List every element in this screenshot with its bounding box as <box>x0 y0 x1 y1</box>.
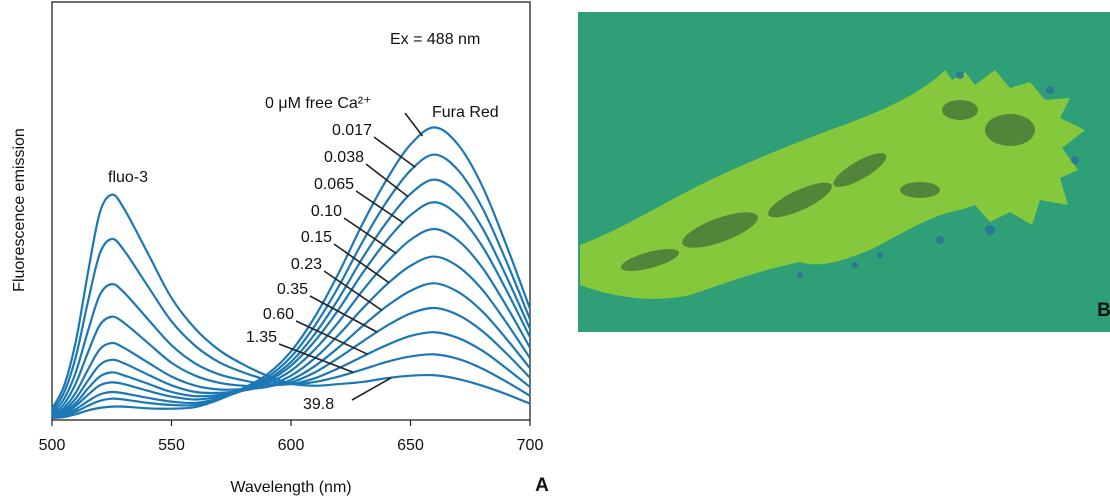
x-tick-label: 650 <box>397 437 424 454</box>
series-label: 0.038 <box>324 149 364 166</box>
leader-line <box>278 343 354 374</box>
spectrum-line <box>51 306 531 416</box>
series-label: 0.065 <box>314 176 354 193</box>
series-label: 0 μM free Ca²⁺ <box>265 95 372 112</box>
x-axis-label: Wavelength (nm) <box>230 479 351 496</box>
series-label: 0.10 <box>311 203 342 220</box>
leader-line <box>309 295 378 333</box>
leader-line <box>355 190 404 224</box>
series-label: 39.8 <box>303 396 334 413</box>
leader-line <box>351 377 392 401</box>
leader-line <box>323 270 383 311</box>
spectrum-line <box>51 237 531 412</box>
x-tick-label: 550 <box>158 437 185 454</box>
cell-photo <box>578 12 1110 332</box>
panel-label: A <box>535 475 549 496</box>
x-tick-label: 500 <box>39 437 66 454</box>
leader-line <box>404 112 424 137</box>
spectrum-line <box>51 193 531 410</box>
leader-line <box>295 320 368 355</box>
leader-line <box>373 136 416 168</box>
leader-line <box>333 243 390 284</box>
series-label: 0.15 <box>301 229 332 246</box>
cell-texture <box>620 100 1035 271</box>
series-label: 1.35 <box>246 329 277 346</box>
y-axis-label: Fluorescence emission <box>11 128 28 292</box>
excitation-label: Ex = 488 nm <box>390 31 480 48</box>
cell-edges <box>797 71 1079 278</box>
fluo3-label: fluo-3 <box>108 169 148 186</box>
spectrum-line <box>51 283 531 414</box>
series-label: 0.017 <box>332 122 372 139</box>
series-label: 0.60 <box>263 306 294 323</box>
series-label: 0.23 <box>291 256 322 273</box>
spectrum-line <box>51 126 532 420</box>
x-tick-label: 600 <box>278 437 305 454</box>
series-label: 0.35 <box>277 281 308 298</box>
spectrum-line <box>51 153 532 419</box>
leader-line <box>365 163 409 198</box>
x-tick-label: 700 <box>517 437 544 454</box>
panel-label: B <box>1097 300 1110 321</box>
leader-line <box>343 217 397 255</box>
spectrum-line <box>51 282 531 417</box>
fura-red-label: Fura Red <box>432 104 499 121</box>
